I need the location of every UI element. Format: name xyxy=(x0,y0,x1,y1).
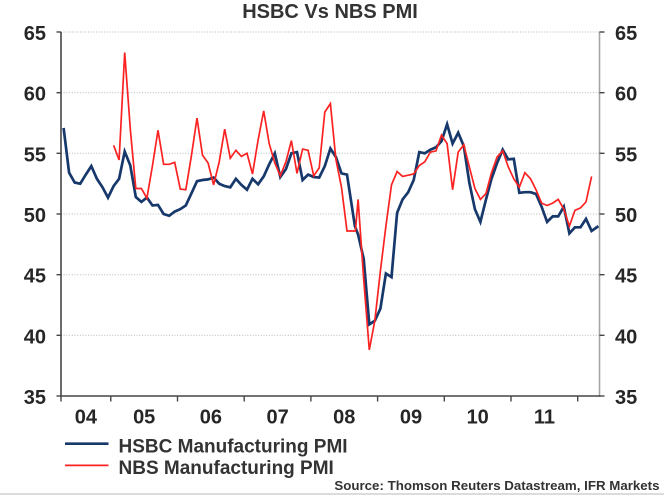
svg-text:35: 35 xyxy=(615,387,637,409)
svg-text:55: 55 xyxy=(615,144,637,166)
svg-text:35: 35 xyxy=(24,387,46,409)
svg-text:Source: Thomson Reuters Datast: Source: Thomson Reuters Datastream, IFR … xyxy=(334,478,659,493)
svg-text:40: 40 xyxy=(615,326,637,348)
svg-text:60: 60 xyxy=(24,84,46,106)
svg-text:50: 50 xyxy=(615,205,637,227)
svg-text:10: 10 xyxy=(467,407,489,429)
svg-text:04: 04 xyxy=(75,407,98,429)
svg-text:HSBC Manufacturing PMI: HSBC Manufacturing PMI xyxy=(119,436,348,457)
svg-text:45: 45 xyxy=(24,266,46,288)
svg-text:11: 11 xyxy=(534,407,555,429)
svg-text:09: 09 xyxy=(400,407,422,429)
svg-text:05: 05 xyxy=(133,407,155,429)
svg-text:60: 60 xyxy=(615,84,637,106)
svg-text:HSBC Vs NBS PMI: HSBC Vs NBS PMI xyxy=(242,1,418,23)
svg-text:07: 07 xyxy=(266,407,288,429)
svg-text:08: 08 xyxy=(333,407,355,429)
svg-text:NBS Manufacturing PMI: NBS Manufacturing PMI xyxy=(119,458,334,479)
svg-text:45: 45 xyxy=(615,266,637,288)
svg-text:50: 50 xyxy=(24,205,46,227)
svg-text:06: 06 xyxy=(200,407,222,429)
svg-text:65: 65 xyxy=(24,23,46,45)
svg-text:40: 40 xyxy=(24,326,46,348)
svg-text:55: 55 xyxy=(24,144,46,166)
svg-text:65: 65 xyxy=(615,23,637,45)
